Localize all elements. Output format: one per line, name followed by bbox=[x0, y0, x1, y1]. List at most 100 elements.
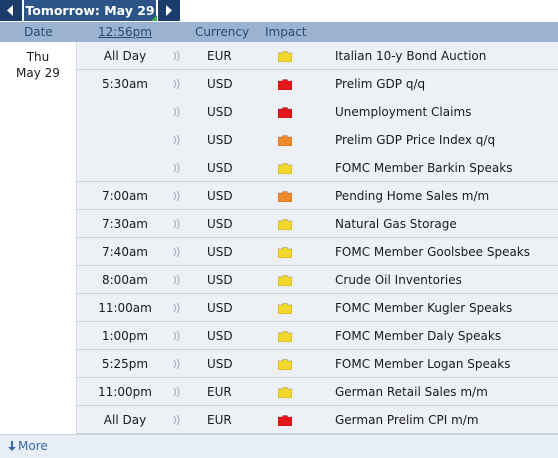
impact-folder-icon[interactable] bbox=[277, 163, 293, 177]
event-time: 11:00pm bbox=[98, 385, 152, 399]
event-currency: USD bbox=[207, 301, 233, 315]
event-currency: USD bbox=[207, 245, 233, 259]
impact-folder-icon[interactable] bbox=[277, 219, 293, 233]
impact-folder-icon[interactable] bbox=[277, 191, 293, 205]
event-title[interactable]: Italian 10-y Bond Auction bbox=[335, 49, 487, 63]
event-list: All Day EUR Italian 10-y Bond Auction 5:30a… bbox=[77, 42, 558, 434]
impact-folder-icon[interactable] bbox=[277, 51, 293, 65]
event-title[interactable]: Prelim GDP q/q bbox=[335, 77, 426, 91]
sound-icon[interactable] bbox=[173, 218, 181, 232]
more-link[interactable]: More bbox=[8, 439, 48, 453]
event-currency: USD bbox=[207, 105, 233, 119]
impact-folder-icon[interactable] bbox=[277, 79, 293, 93]
sound-icon[interactable] bbox=[173, 190, 181, 204]
event-currency: EUR bbox=[207, 413, 232, 427]
date-cell: Thu May 29 bbox=[0, 42, 77, 434]
event-title[interactable]: Natural Gas Storage bbox=[335, 217, 457, 231]
event-title[interactable]: FOMC Member Kugler Speaks bbox=[335, 301, 513, 315]
sound-icon[interactable] bbox=[173, 358, 181, 372]
impact-folder-icon[interactable] bbox=[277, 415, 293, 429]
date-weekday: Thu bbox=[26, 50, 50, 64]
event-currency: USD bbox=[207, 217, 233, 231]
event-title[interactable]: Crude Oil Inventories bbox=[335, 273, 462, 287]
sound-icon[interactable] bbox=[173, 330, 181, 344]
event-row[interactable]: USD Prelim GDP Price Index q/q bbox=[77, 126, 558, 154]
event-row[interactable]: 7:00am USD Pending Home Sales m/m bbox=[77, 182, 558, 210]
sound-icon[interactable] bbox=[173, 50, 181, 64]
event-title[interactable]: Unemployment Claims bbox=[335, 105, 472, 119]
event-title[interactable]: Pending Home Sales m/m bbox=[335, 189, 490, 203]
footer: More bbox=[0, 434, 558, 458]
sound-icon[interactable] bbox=[173, 414, 181, 428]
event-row[interactable]: 5:30am USD Prelim GDP q/q bbox=[77, 70, 558, 98]
date-column-header: Date bbox=[24, 25, 53, 39]
event-time: All Day bbox=[103, 49, 147, 63]
event-title[interactable]: Prelim GDP Price Index q/q bbox=[335, 133, 496, 147]
event-row[interactable]: 11:00am USD FOMC Member Kugler Speaks bbox=[77, 294, 558, 322]
event-title[interactable]: FOMC Member Logan Speaks bbox=[335, 357, 511, 371]
event-currency: USD bbox=[207, 329, 233, 343]
sound-icon[interactable] bbox=[173, 274, 181, 288]
impact-folder-icon[interactable] bbox=[277, 359, 293, 373]
event-currency: USD bbox=[207, 189, 233, 203]
sound-icon[interactable] bbox=[173, 162, 181, 176]
event-row[interactable]: USD Unemployment Claims bbox=[77, 98, 558, 126]
next-day-button[interactable] bbox=[158, 0, 180, 21]
sound-icon[interactable] bbox=[173, 246, 181, 260]
event-title[interactable]: FOMC Member Daly Speaks bbox=[335, 329, 502, 343]
sound-icon[interactable] bbox=[173, 106, 181, 120]
currency-column-header: Currency bbox=[195, 25, 250, 39]
event-currency: USD bbox=[207, 161, 233, 175]
sound-icon[interactable] bbox=[173, 78, 181, 92]
event-currency: USD bbox=[207, 357, 233, 371]
event-time: 8:00am bbox=[102, 273, 148, 287]
event-time: 5:30am bbox=[102, 77, 148, 91]
event-row[interactable]: 7:30am USD Natural Gas Storage bbox=[77, 210, 558, 238]
event-title[interactable]: German Retail Sales m/m bbox=[335, 385, 488, 399]
chevron-right-icon bbox=[166, 5, 172, 16]
impact-folder-icon[interactable] bbox=[277, 135, 293, 149]
event-row[interactable]: 11:00pm EUR German Retail Sales m/m bbox=[77, 378, 558, 406]
event-row[interactable]: All Day EUR German Prelim CPI m/m bbox=[77, 406, 558, 434]
event-row[interactable]: 7:40am USD FOMC Member Goolsbee Speaks bbox=[77, 238, 558, 266]
event-currency: USD bbox=[207, 77, 233, 91]
impact-folder-icon[interactable] bbox=[277, 247, 293, 261]
event-row[interactable]: 5:25pm USD FOMC Member Logan Speaks bbox=[77, 350, 558, 378]
chevron-left-icon bbox=[7, 5, 13, 16]
impact-folder-icon[interactable] bbox=[277, 303, 293, 317]
corner-marker bbox=[151, 15, 157, 21]
date-month-day: May 29 bbox=[16, 66, 60, 80]
impact-folder-icon[interactable] bbox=[277, 331, 293, 345]
event-time: 7:30am bbox=[102, 217, 148, 231]
column-header: Date 12:56pm Currency Impact bbox=[0, 22, 558, 42]
event-time: 5:25pm bbox=[101, 357, 149, 371]
calendar-nav: Tomorrow: May 29 bbox=[0, 0, 558, 22]
download-arrow-icon bbox=[8, 441, 16, 451]
event-time: 1:00pm bbox=[101, 329, 149, 343]
time-column-header[interactable]: 12:56pm bbox=[98, 25, 152, 39]
impact-column-header: Impact bbox=[265, 25, 307, 39]
sound-icon[interactable] bbox=[173, 302, 181, 316]
prev-day-button[interactable] bbox=[0, 0, 22, 21]
sound-icon[interactable] bbox=[173, 386, 181, 400]
event-time: 7:40am bbox=[102, 245, 148, 259]
event-title[interactable]: FOMC Member Barkin Speaks bbox=[335, 161, 513, 175]
event-row[interactable]: All Day EUR Italian 10-y Bond Auction bbox=[77, 42, 558, 70]
impact-folder-icon[interactable] bbox=[277, 107, 293, 121]
event-time: 7:00am bbox=[102, 189, 148, 203]
event-row[interactable]: 1:00pm USD FOMC Member Daly Speaks bbox=[77, 322, 558, 350]
event-title[interactable]: German Prelim CPI m/m bbox=[335, 413, 479, 427]
event-currency: USD bbox=[207, 273, 233, 287]
event-currency: EUR bbox=[207, 49, 232, 63]
event-row[interactable]: USD FOMC Member Barkin Speaks bbox=[77, 154, 558, 182]
event-title[interactable]: FOMC Member Goolsbee Speaks bbox=[335, 245, 531, 259]
impact-folder-icon[interactable] bbox=[277, 387, 293, 401]
sound-icon[interactable] bbox=[173, 134, 181, 148]
event-time: All Day bbox=[103, 413, 147, 427]
more-label: More bbox=[18, 439, 48, 453]
event-row[interactable]: 8:00am USD Crude Oil Inventories bbox=[77, 266, 558, 294]
event-currency: EUR bbox=[207, 385, 232, 399]
impact-folder-icon[interactable] bbox=[277, 275, 293, 289]
event-time: 11:00am bbox=[98, 301, 152, 315]
current-day-label[interactable]: Tomorrow: May 29 bbox=[24, 0, 156, 21]
